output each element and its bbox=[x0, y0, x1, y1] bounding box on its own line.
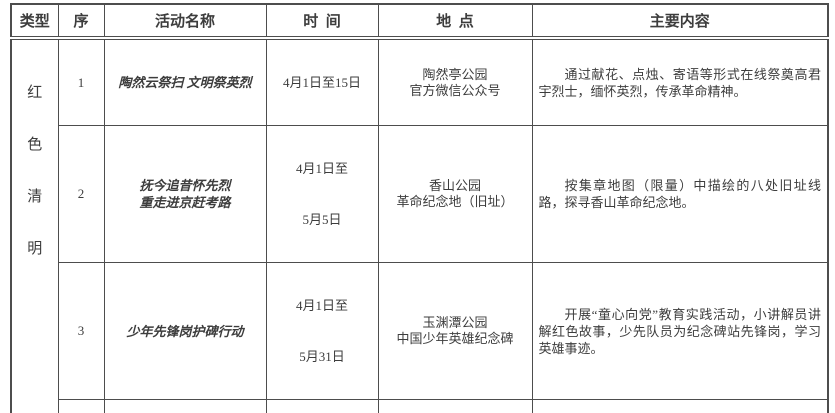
header-activity-name: 活动名称 bbox=[103, 3, 267, 40]
place-cell: 香山公园 革命纪念地（旧址） bbox=[377, 125, 533, 263]
time-cell: 4月3日至5日 bbox=[265, 399, 379, 413]
activities-table: 类型 序 活动名称 时 间 地 点 主要内容 红 色 清 明 1 bbox=[10, 3, 829, 413]
place-cell: 玉渊潭公园 中国少年英雄纪念碑 bbox=[377, 262, 533, 400]
header-row: 类型 序 活动名称 时 间 地 点 主要内容 bbox=[10, 3, 829, 40]
row-number-cell: 2 bbox=[57, 125, 105, 263]
time-cell: 4月1日至 5月31日 bbox=[265, 262, 379, 400]
table-row: 2 抚今追昔怀先烈 重走进京赶考路 4月1日至 5月5日 香山公园 革命纪念地（… bbox=[11, 125, 829, 263]
content-cell: 开展“童心向党”教育实践活动，小讲解员讲解红色故事，少先队员为纪念碑站先锋岗，学… bbox=[531, 262, 829, 400]
activity-name-cell: 抚今追昔怀先烈 重走进京赶考路 bbox=[103, 125, 267, 263]
row-number-cell: 4 bbox=[57, 399, 105, 413]
activity-name-cell: 陶然云祭扫 文明祭英烈 bbox=[103, 37, 267, 126]
content-cell: 义务讲解益寿堂红色文化主题展览、耕织图景观历史文化展览，开展在公园中聆听红色故事… bbox=[531, 399, 829, 413]
place-cell: 陶然亭公园 官方微信公众号 bbox=[377, 37, 533, 126]
content-cell: 按集章地图（限量）中描绘的八处旧址线路，探寻香山革命纪念地。 bbox=[531, 125, 829, 263]
header-content: 主要内容 bbox=[531, 3, 829, 40]
row-number-cell: 1 bbox=[57, 37, 105, 126]
content-cell: 通过献花、点烛、寄语等形式在线祭奠高君宇烈士，缅怀英烈，传承革命精神。 bbox=[531, 37, 829, 126]
type-group-label: 红 色 清 明 bbox=[27, 84, 43, 257]
activity-name-cell: 探寻古都红色游 bbox=[103, 399, 267, 413]
table-row: 红 色 清 明 1 陶然云祭扫 文明祭英烈 4月1日至15日 陶然亭公园 官方微… bbox=[10, 37, 829, 413]
header-no: 序 bbox=[57, 3, 105, 40]
header-time: 时 间 bbox=[265, 3, 379, 40]
table-row: 4 探寻古都红色游 4月3日至5日 颐和园 益寿堂、耕织图 义务讲解益寿堂红色文… bbox=[11, 399, 829, 413]
header-place: 地 点 bbox=[377, 3, 533, 40]
table-row: 3 少年先锋岗护碑行动 4月1日至 5月31日 玉渊潭公园 中国少年英雄纪念碑 … bbox=[11, 262, 829, 400]
type-group-red-qingming: 红 色 清 明 bbox=[10, 37, 59, 413]
activity-name-cell: 少年先锋岗护碑行动 bbox=[103, 262, 267, 400]
time-cell: 4月1日至 5月5日 bbox=[265, 125, 379, 263]
time-cell: 4月1日至15日 bbox=[265, 37, 379, 126]
place-cell: 颐和园 益寿堂、耕织图 bbox=[377, 399, 533, 413]
header-type: 类型 bbox=[10, 3, 59, 40]
row-number-cell: 3 bbox=[57, 262, 105, 400]
